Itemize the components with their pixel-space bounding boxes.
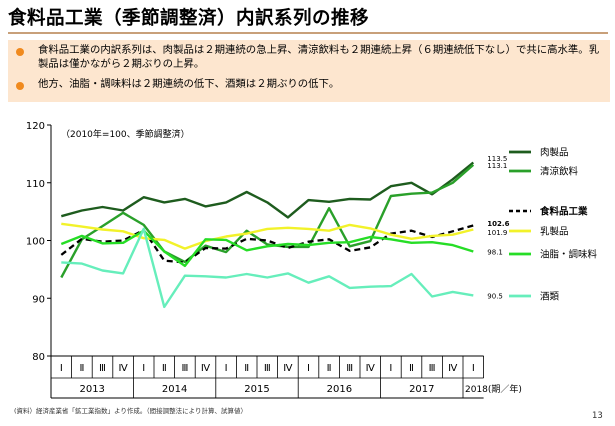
x-quarter-label: Ⅳ <box>366 363 376 374</box>
end-value-label: 90.5 <box>487 292 503 300</box>
x-quarter-label: Ⅰ <box>142 363 145 374</box>
x-year-label: 2015 <box>244 384 269 395</box>
x-quarter-label: Ⅰ <box>389 363 392 374</box>
y-tick-label: 110 <box>26 179 45 190</box>
x-quarter-label: Ⅳ <box>201 363 211 374</box>
end-value-label: 113.5 <box>487 155 507 163</box>
x-year-label: 2018(期／年) <box>465 383 522 395</box>
source-footnote: (資料）経済産業省「鉱工業指数」より作成。（間接調整法により計算、試算値） <box>14 407 248 415</box>
x-quarter-label: Ⅲ <box>429 363 436 374</box>
x-year-label: 2017 <box>409 384 434 395</box>
series-line <box>60 161 475 219</box>
x-quarter-label: Ⅲ <box>181 363 188 374</box>
legend-label: 清涼飲料 <box>540 166 579 178</box>
end-value-label: 113.1 <box>487 162 507 170</box>
bullet-text: 他方、油脂・調味料は２期連続の低下、酒類は２期ぶりの低下。 <box>38 78 340 90</box>
series-line <box>60 229 474 268</box>
x-quarter-label: Ⅳ <box>448 363 458 374</box>
page-number: 13 <box>592 411 603 421</box>
orange-bullet-icon <box>16 82 24 90</box>
x-quarter-label: Ⅳ <box>283 363 293 374</box>
x-quarter-label: Ⅱ <box>79 363 84 374</box>
x-year-label: 2016 <box>327 384 352 395</box>
chart-annotation: （2010年=100、季節調整済） <box>61 128 190 140</box>
x-quarter-label: Ⅱ <box>162 363 167 374</box>
series-line <box>61 222 474 250</box>
y-tick-label: 90 <box>32 294 45 305</box>
legend-label: 油脂・調味料 <box>540 249 598 261</box>
x-year-label: 2014 <box>162 384 187 395</box>
end-value-label: 101.9 <box>487 229 507 237</box>
series-line <box>61 227 474 309</box>
x-quarter-label: Ⅰ <box>472 363 475 374</box>
legend-label: 酒類 <box>540 292 560 303</box>
series-line <box>60 224 474 264</box>
legend-label: 食料品工業 <box>539 206 588 218</box>
series-line <box>60 163 475 279</box>
end-value-label: 102.6 <box>487 220 509 228</box>
x-quarter-label: Ⅱ <box>244 363 249 374</box>
page-title: 食料品工業（季節調整済）内訳系列の推移 <box>8 8 370 29</box>
title-underline <box>8 32 608 34</box>
y-tick-label: 100 <box>26 237 45 248</box>
x-quarter-label: Ⅱ <box>409 363 414 374</box>
x-year-label: 2013 <box>79 384 104 395</box>
y-tick-label: 80 <box>32 352 45 363</box>
bullet-text: 食料品工業の内訳系列は、肉製品は２期連続の急上昇、清涼飲料も２期連続上昇（６期連… <box>38 44 600 70</box>
orange-bullet-icon <box>16 48 24 56</box>
legend-label: 乳製品 <box>540 226 569 238</box>
x-quarter-label: Ⅲ <box>99 363 106 374</box>
x-quarter-label: Ⅲ <box>264 363 271 374</box>
x-quarter-label: Ⅱ <box>327 363 332 374</box>
x-quarter-label: Ⅳ <box>118 363 128 374</box>
summary-box: 食料品工業の内訳系列は、肉製品は２期連続の急上昇、清涼飲料も２期連続上昇（６期連… <box>8 40 610 102</box>
x-quarter-label: Ⅰ <box>225 363 228 374</box>
x-quarter-label: Ⅰ <box>307 363 310 374</box>
y-tick-label: 120 <box>26 121 45 132</box>
legend-label: 肉製品 <box>540 147 569 159</box>
end-value-label: 98.1 <box>487 248 503 256</box>
x-quarter-label: Ⅲ <box>346 363 353 374</box>
x-quarter-label: Ⅰ <box>60 363 63 374</box>
